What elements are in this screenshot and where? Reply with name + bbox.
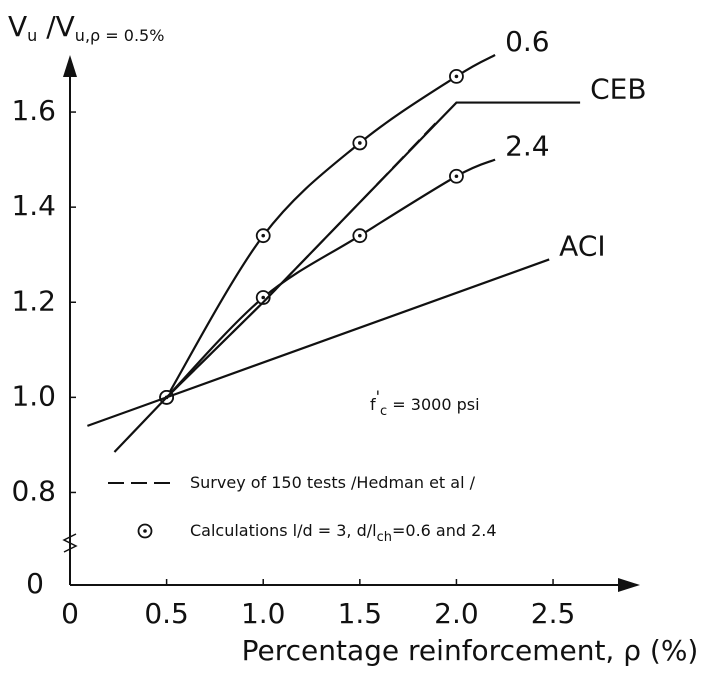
marker (352, 228, 368, 244)
x-tick-label: 1.5 (338, 597, 383, 630)
series-label: ACI (559, 229, 605, 262)
marker-dot (454, 74, 459, 79)
series-line (113, 101, 581, 453)
x-axis-label: Percentage reinforcement, ρ (%) (242, 634, 699, 667)
marker (449, 168, 464, 184)
marker-dot (358, 233, 362, 238)
x-arrow (618, 578, 640, 592)
marker-dot (358, 141, 362, 145)
axis-break (62, 533, 78, 553)
y-tick-label: 1.0 (11, 379, 56, 412)
y-tick-label: 1.4 (11, 189, 56, 222)
marker-dot (261, 295, 266, 300)
legend-sub: ch (377, 530, 392, 545)
y-origin-label: 0 (26, 567, 44, 600)
legend-tail: =0.6 and 2.4 (392, 521, 497, 540)
x-tick-label: 2.5 (531, 597, 576, 630)
y-arrow (63, 55, 77, 77)
y-tick-label: 1.6 (11, 94, 56, 127)
series-line (165, 54, 496, 398)
marker-dot (454, 174, 459, 179)
legend-text: Survey of 150 tests /Hedman et al / (190, 473, 476, 492)
x-tick-label: 2.0 (434, 597, 479, 630)
y-axis-label: Vu /Vu,ρ = 0.5% (8, 10, 164, 45)
marker (352, 135, 368, 151)
series-line (87, 258, 550, 427)
series-label: 2.4 (505, 130, 550, 163)
legend-label: Survey of 150 tests /Hedman et al / (190, 473, 476, 492)
marker (255, 228, 271, 244)
marker-dot (261, 233, 266, 238)
series-label: 0.6 (505, 25, 550, 58)
legend-label: Calculations l/d = 3, d/lch=0.6 and 2.4 (190, 521, 497, 545)
x-tick-label: 1.0 (241, 597, 286, 630)
legend-text: Calculations l/d = 3, d/l (190, 521, 377, 540)
marker (449, 68, 464, 84)
x-tick-label: 0.5 (144, 597, 189, 630)
y-tick-label: 1.2 (11, 284, 56, 317)
y-tick-label: 0.8 (11, 474, 56, 507)
annotation: f'c = 3000 psi (370, 387, 480, 419)
x-tick-label: 0 (61, 597, 79, 630)
legend-dot (143, 529, 147, 533)
series-line (165, 158, 496, 399)
series-label: CEB (590, 73, 646, 106)
marker (255, 290, 271, 305)
series-line (165, 120, 438, 399)
